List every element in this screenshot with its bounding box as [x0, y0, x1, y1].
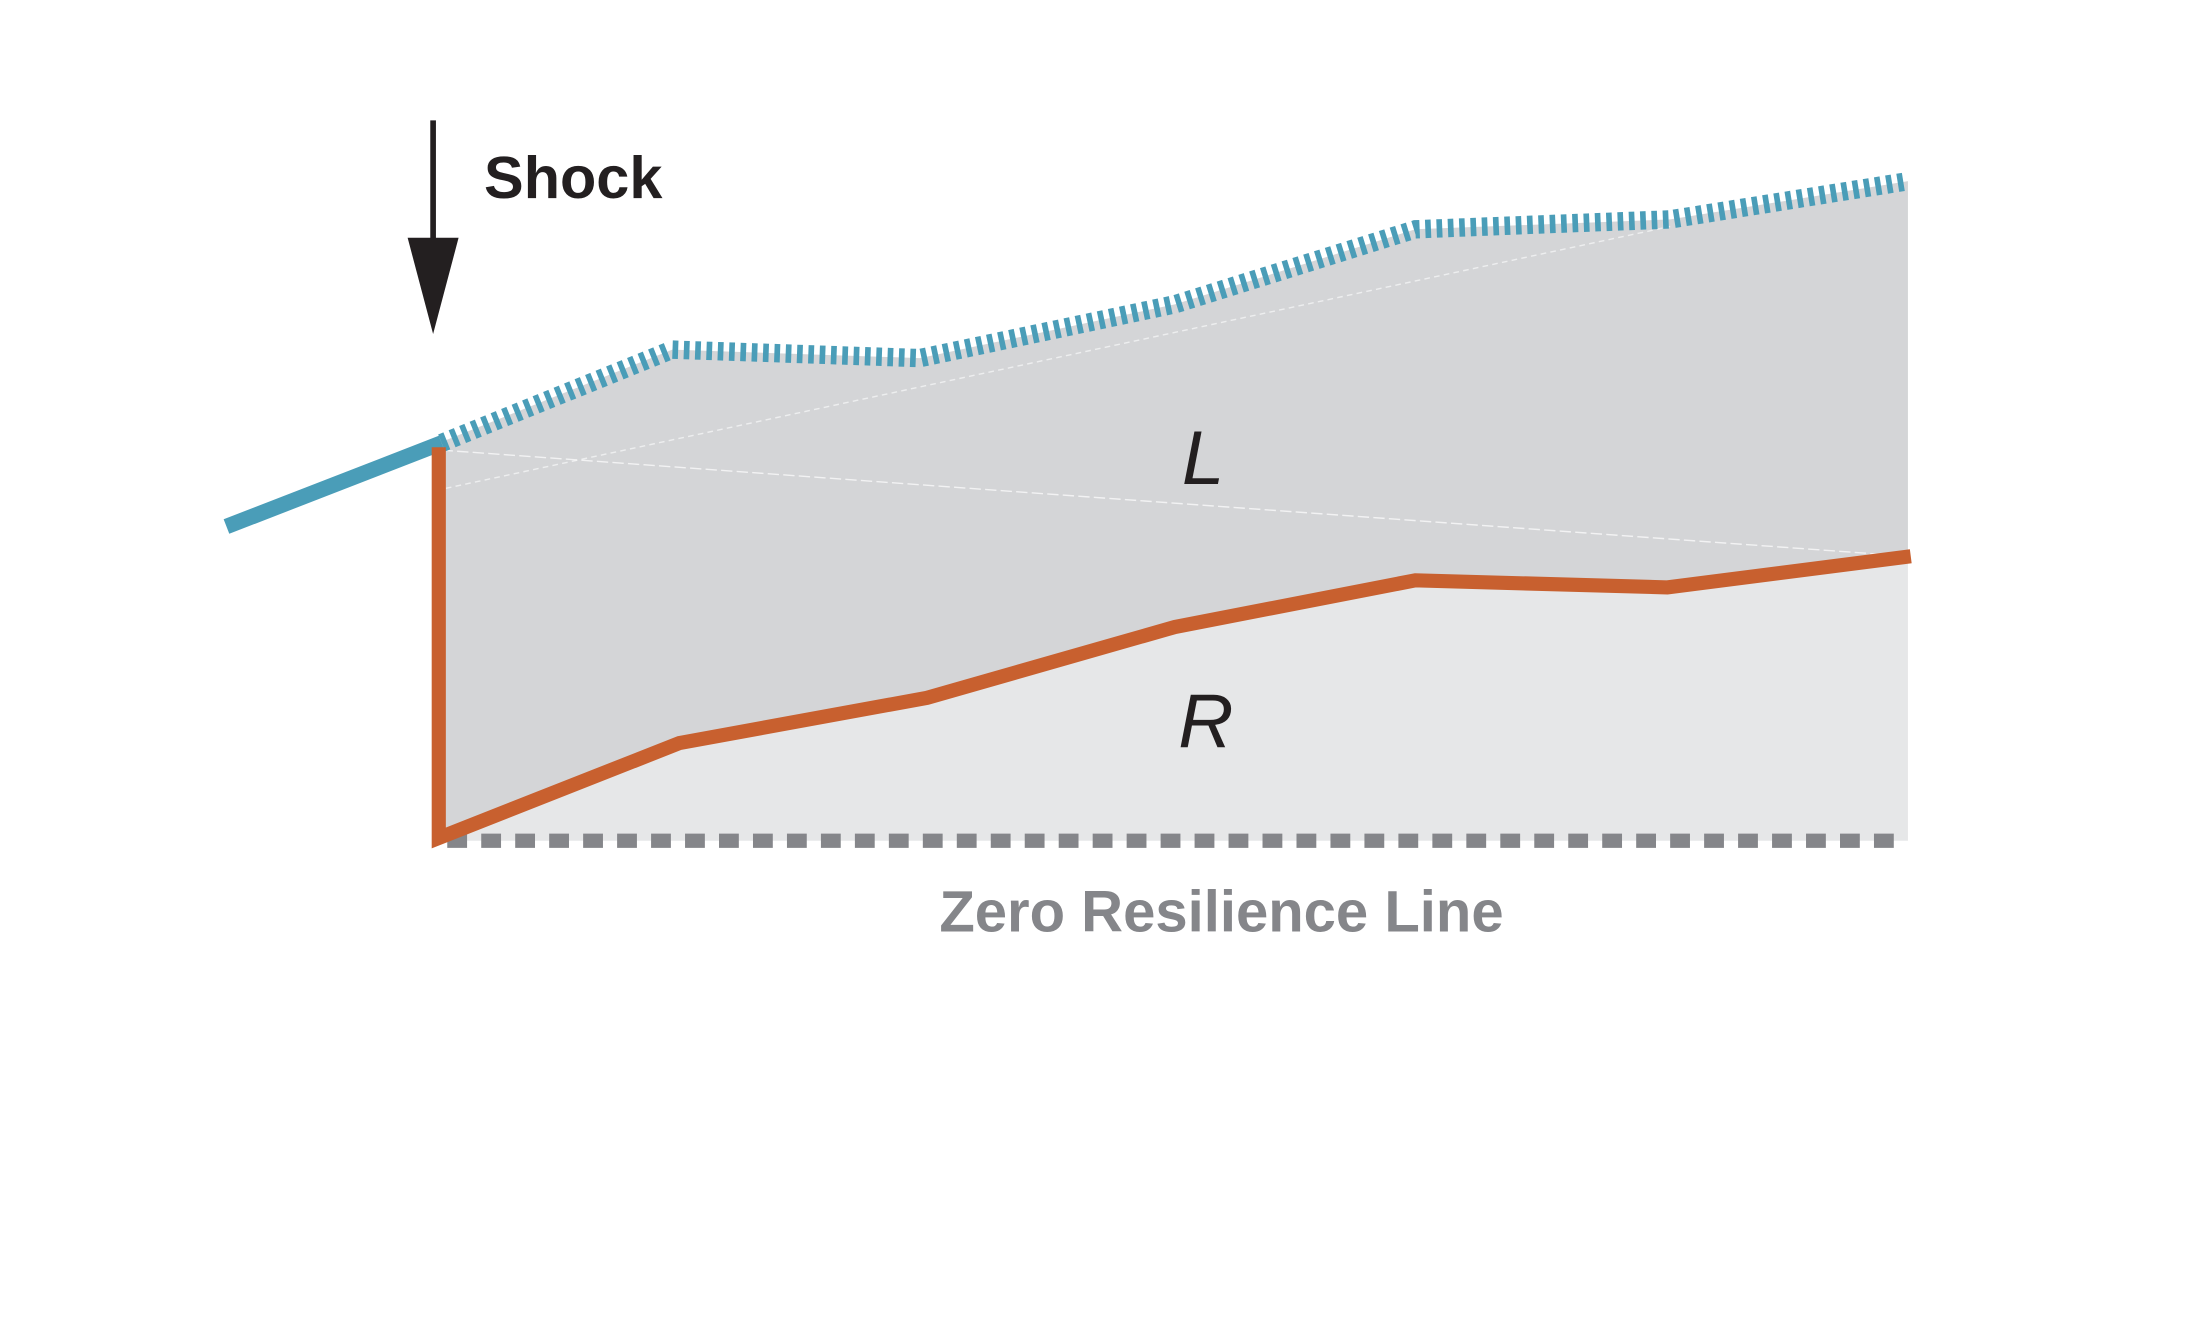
shock-label: Shock — [484, 144, 663, 211]
guide-line — [441, 449, 1908, 557]
region-label-L: L — [1182, 416, 1225, 501]
recovered-area-R — [438, 556, 1908, 841]
region-label-R: R — [1178, 679, 1233, 764]
pre-shock-line — [223, 435, 445, 534]
zero-line-label: Zero Resilience Line — [939, 879, 1503, 944]
recovery-line — [431, 447, 1912, 849]
loss-area-L — [438, 181, 1908, 836]
shock-arrow-icon — [407, 237, 459, 335]
guide-line — [445, 225, 1671, 490]
